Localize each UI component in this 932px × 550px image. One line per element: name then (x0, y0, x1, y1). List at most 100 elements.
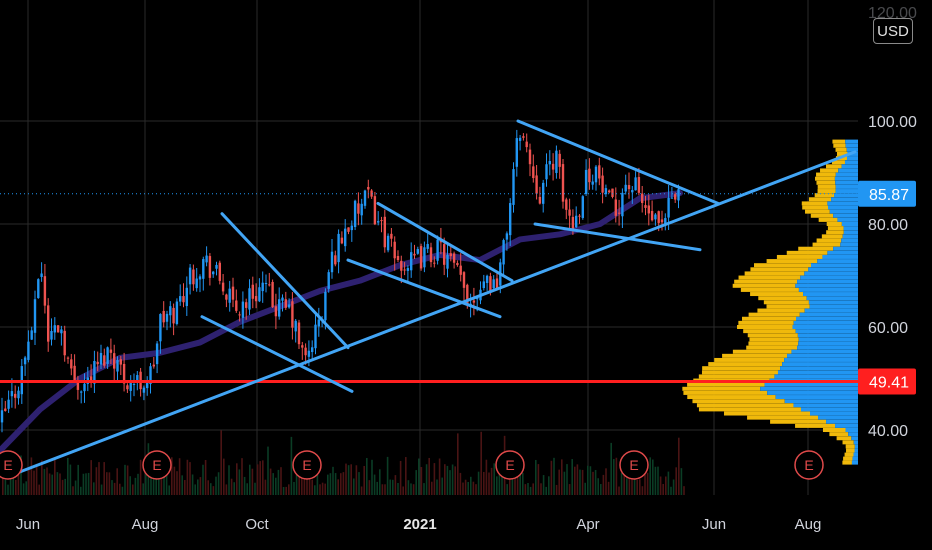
candle-body (466, 284, 469, 305)
volume-bar (381, 484, 384, 495)
volume-bar (2, 472, 4, 495)
volume-bar (672, 479, 675, 495)
volume-bar (392, 479, 394, 495)
profile-bar-down (748, 341, 799, 346)
profile-bar-down (820, 168, 839, 173)
volume-bar (48, 473, 51, 495)
candle-body (198, 276, 202, 280)
volume-bar (59, 473, 61, 495)
volume-bar (168, 485, 170, 495)
volume-bar (61, 479, 64, 495)
x-tick-label: Aug (132, 516, 159, 533)
candle-body (548, 160, 551, 165)
volume-bar (69, 464, 72, 495)
volume-bar (165, 473, 168, 495)
volume-bar (72, 486, 74, 495)
volume-bar (298, 469, 300, 495)
volume-bar (173, 466, 176, 495)
candle-body (654, 214, 657, 220)
profile-bar-down (798, 246, 834, 251)
volume-bar (490, 467, 493, 495)
volume-bar (51, 474, 53, 495)
volume-bar (246, 483, 248, 495)
profile-bar-down (732, 349, 792, 354)
candle-body (37, 279, 40, 299)
profile-bar-up (833, 213, 858, 218)
x-tick-label: Jun (16, 516, 40, 533)
profile-bar-down (829, 432, 849, 437)
candle-body (274, 306, 278, 317)
profile-bar-up (777, 370, 858, 375)
volume-bar (605, 468, 607, 495)
volume-bar (319, 484, 321, 495)
volume-bar (38, 484, 40, 495)
y-tick-label: 60.00 (868, 320, 908, 337)
y-axis: 120.00 40.00 60.00 80.00 100.00 (858, 0, 932, 550)
earnings-marker-label: E (3, 457, 12, 473)
candle-body (291, 301, 294, 328)
profile-bar-down (816, 180, 836, 185)
candle-body (495, 278, 499, 289)
profile-bar-down (770, 419, 827, 424)
volume-bar (334, 473, 337, 495)
candle-body (215, 264, 218, 269)
candle-body (83, 383, 86, 392)
candle-body (446, 254, 449, 269)
volume-bar (493, 463, 495, 495)
price-badges: 85.87 49.41 (858, 180, 916, 395)
candle-body (80, 391, 83, 393)
volume-bar (350, 464, 352, 495)
profile-bar-up (853, 440, 858, 445)
volume-bar (563, 471, 566, 495)
volume-bar (230, 478, 233, 495)
volume-bar (483, 471, 485, 495)
profile-bar-up (834, 193, 858, 198)
volume-bar (119, 483, 121, 495)
volume-bar (22, 483, 25, 495)
candle-body (502, 240, 505, 265)
volume-bar (20, 455, 22, 495)
volume-bar (256, 464, 259, 495)
volume-bar (228, 465, 230, 495)
volume-bar (477, 471, 480, 495)
candle-body (14, 393, 17, 398)
volume-bar (587, 465, 589, 495)
candle-body (129, 381, 132, 391)
currency-button[interactable]: USD (873, 18, 913, 44)
candle-body (406, 268, 410, 271)
candle-body (558, 153, 561, 167)
volume-bar (537, 464, 540, 495)
volume-bar (363, 465, 365, 495)
profile-bar-down (805, 209, 830, 214)
profile-bar-down (825, 164, 842, 169)
profile-bar-up (792, 325, 858, 329)
profile-bar-up (853, 452, 858, 457)
profile-bar-down (844, 452, 854, 457)
volume-bar (212, 486, 215, 495)
volume-bar (74, 480, 77, 495)
volume-bar (386, 456, 389, 495)
profile-bar-up (800, 407, 858, 412)
profile-bar-up (795, 283, 858, 288)
candle-body (568, 209, 571, 216)
profile-bar-down (683, 390, 768, 395)
profile-bar-up (798, 287, 858, 292)
candle-body (594, 166, 598, 183)
volume-bar (321, 482, 324, 495)
volume-bar (7, 484, 9, 495)
volume-bar (124, 464, 126, 495)
candle-body (601, 175, 604, 193)
volume-bar (540, 483, 542, 495)
candle-body (515, 138, 518, 167)
candle-body (60, 329, 63, 334)
volume-bar (199, 477, 202, 495)
profile-bar-down (722, 353, 788, 358)
profile-bar-up (845, 139, 858, 144)
volume-bar (600, 484, 602, 495)
volume-bar (626, 478, 628, 495)
candle-body (462, 272, 466, 288)
volume-bar (607, 481, 610, 495)
candle-body (647, 205, 650, 214)
profile-bar-up (841, 164, 858, 169)
